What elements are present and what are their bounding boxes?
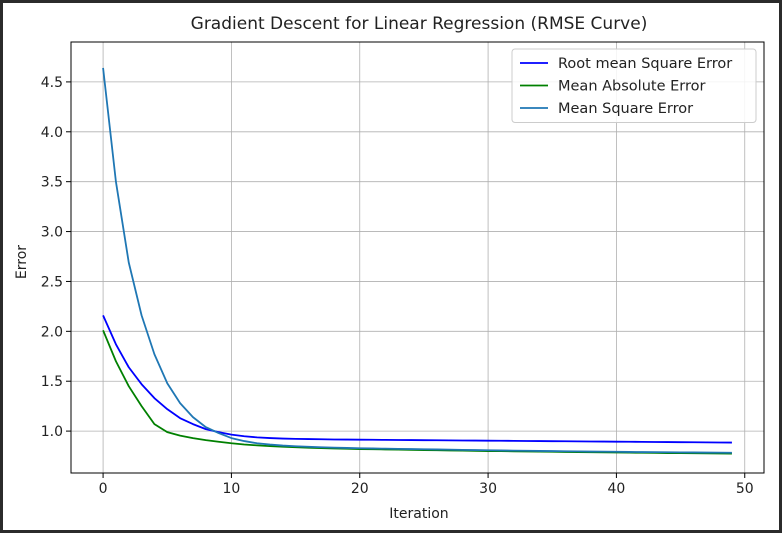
y-tick-label: 1.0: [41, 424, 63, 440]
y-tick-label: 2.0: [41, 324, 63, 340]
series-line-mean-absolute-error: [102, 329, 732, 455]
y-tick-label: 1.5: [41, 374, 63, 390]
legend-entry: Mean Square Error: [558, 101, 693, 117]
series-layer: [102, 67, 732, 455]
y-tick-label: 4.0: [41, 125, 63, 141]
plot-frame: [70, 41, 765, 474]
line-chart: Gradient Descent for Linear Regression (…: [14, 14, 765, 522]
y-tick-label: 3.0: [41, 225, 63, 241]
figure-canvas: Gradient Descent for Linear Regression (…: [3, 3, 779, 530]
x-tick-label: 0: [99, 481, 108, 497]
x-tick-label: 30: [479, 481, 497, 497]
legend: Root mean Square Error Mean Absolute Erro…: [511, 48, 757, 123]
x-tick-label: 10: [223, 481, 241, 497]
legend-box: [511, 48, 757, 123]
x-tick-label: 40: [608, 481, 626, 497]
legend-entry: Root mean Square Error: [558, 56, 732, 72]
y-axis-label: Error: [14, 245, 30, 279]
series-line-mean-square-error: [102, 67, 732, 454]
tick-layer: 0 10 20 30 40 50 1.0 1.5 2.0 2.5 3.0 3.5 4.0 4.5: [41, 75, 754, 497]
series-line-root-mean-square-error: [102, 315, 732, 444]
x-tick-label: 50: [736, 481, 754, 497]
chart-title: Gradient Descent for Linear Regression (…: [191, 14, 648, 34]
y-tick-label: 2.5: [41, 274, 63, 290]
legend-entry: Mean Absolute Error: [558, 79, 705, 95]
y-tick-label: 4.5: [41, 75, 63, 91]
x-axis-label: Iteration: [389, 506, 448, 522]
x-tick-label: 20: [351, 481, 369, 497]
y-tick-label: 3.5: [41, 175, 63, 191]
